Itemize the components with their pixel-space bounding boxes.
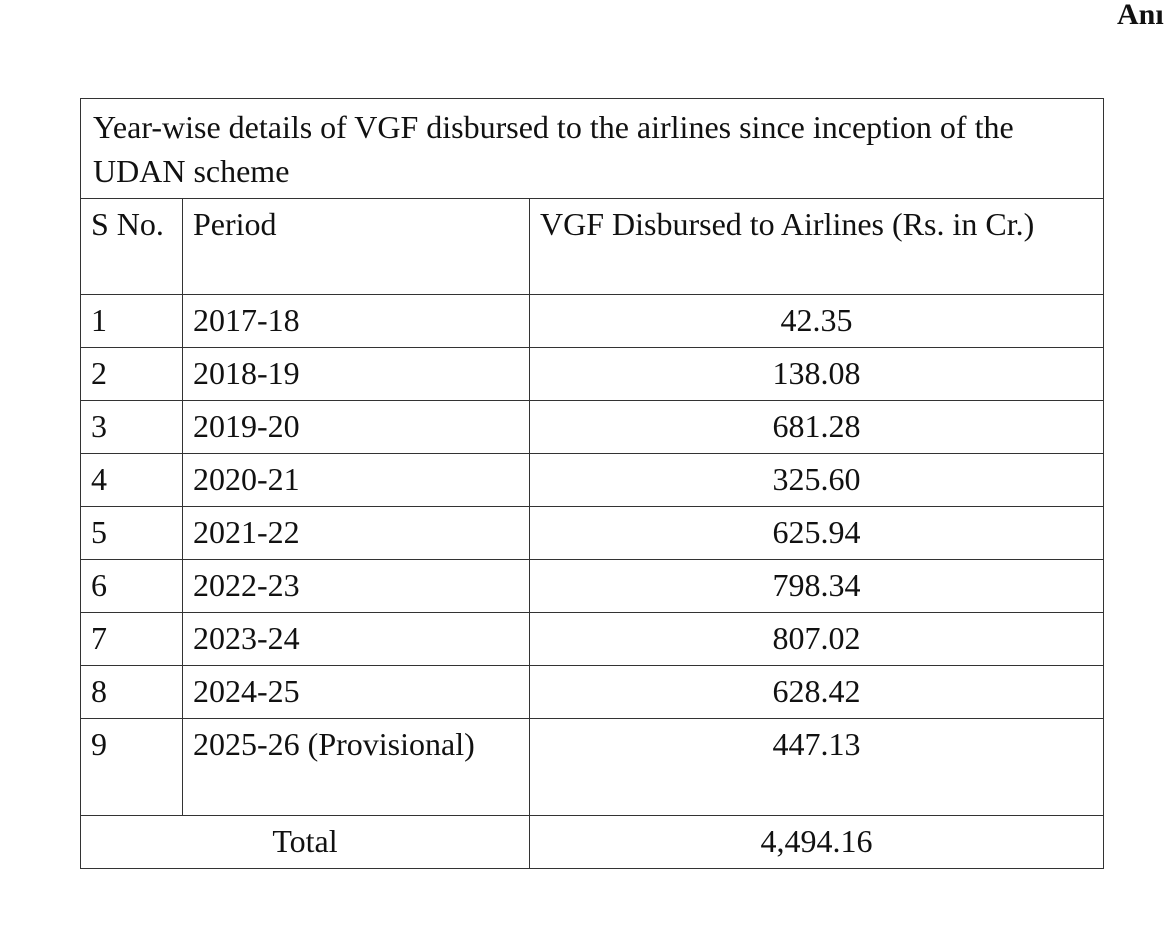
row-sno: 5 [80,506,183,560]
row-vgf-amount: 807.02 [528,612,1105,666]
row-vgf-amount: 628.42 [528,665,1105,719]
table-header-row: S No. Period VGF Disbursed to Airlines (… [80,198,1105,295]
table-row: 3 2019-20 681.28 [80,400,1105,454]
total-value: 4,494.16 [528,815,1105,869]
table-row: 2 2018-19 138.08 [80,347,1105,401]
table-row: 8 2024-25 628.42 [80,665,1105,719]
table-row: 4 2020-21 325.60 [80,453,1105,507]
row-vgf-amount: 138.08 [528,347,1105,401]
row-vgf-amount: 798.34 [528,559,1105,613]
row-sno: 9 [80,718,183,816]
row-period: 2025-26 (Provisional) [182,718,530,816]
vgf-table: Year-wise details of VGF disbursed to th… [79,98,1105,869]
table-row: 7 2023-24 807.02 [80,612,1105,666]
row-sno: 2 [80,347,183,401]
row-sno: 8 [80,665,183,719]
header-period: Period [182,198,530,295]
row-sno: 3 [80,400,183,454]
row-period: 2021-22 [182,506,530,560]
table-row: 1 2017-18 42.35 [80,294,1105,348]
table-title: Year-wise details of VGF disbursed to th… [79,98,1105,199]
row-vgf-amount: 325.60 [528,453,1105,507]
row-period: 2022-23 [182,559,530,613]
total-label: Total [80,815,530,869]
table-row: 5 2021-22 625.94 [80,506,1105,560]
row-vgf-amount: 42.35 [528,294,1105,348]
row-period: 2018-19 [182,347,530,401]
header-vgf: VGF Disbursed to Airlines (Rs. in Cr.) [528,198,1105,295]
row-sno: 4 [80,453,183,507]
row-period: 2019-20 [182,400,530,454]
table-row: 6 2022-23 798.34 [80,559,1105,613]
table-row: 9 2025-26 (Provisional) 447.13 [80,718,1105,816]
row-sno: 7 [80,612,183,666]
row-period: 2023-24 [182,612,530,666]
annexure-label: Anı [1117,0,1164,31]
row-period: 2020-21 [182,453,530,507]
table-title-row: Year-wise details of VGF disbursed to th… [79,98,1105,199]
row-period: 2017-18 [182,294,530,348]
header-sno: S No. [80,198,183,295]
row-vgf-amount: 681.28 [528,400,1105,454]
row-sno: 1 [80,294,183,348]
table-total-row: Total 4,494.16 [80,815,1105,869]
row-sno: 6 [80,559,183,613]
row-vgf-amount: 625.94 [528,506,1105,560]
row-period: 2024-25 [182,665,530,719]
row-vgf-amount: 447.13 [528,718,1105,816]
